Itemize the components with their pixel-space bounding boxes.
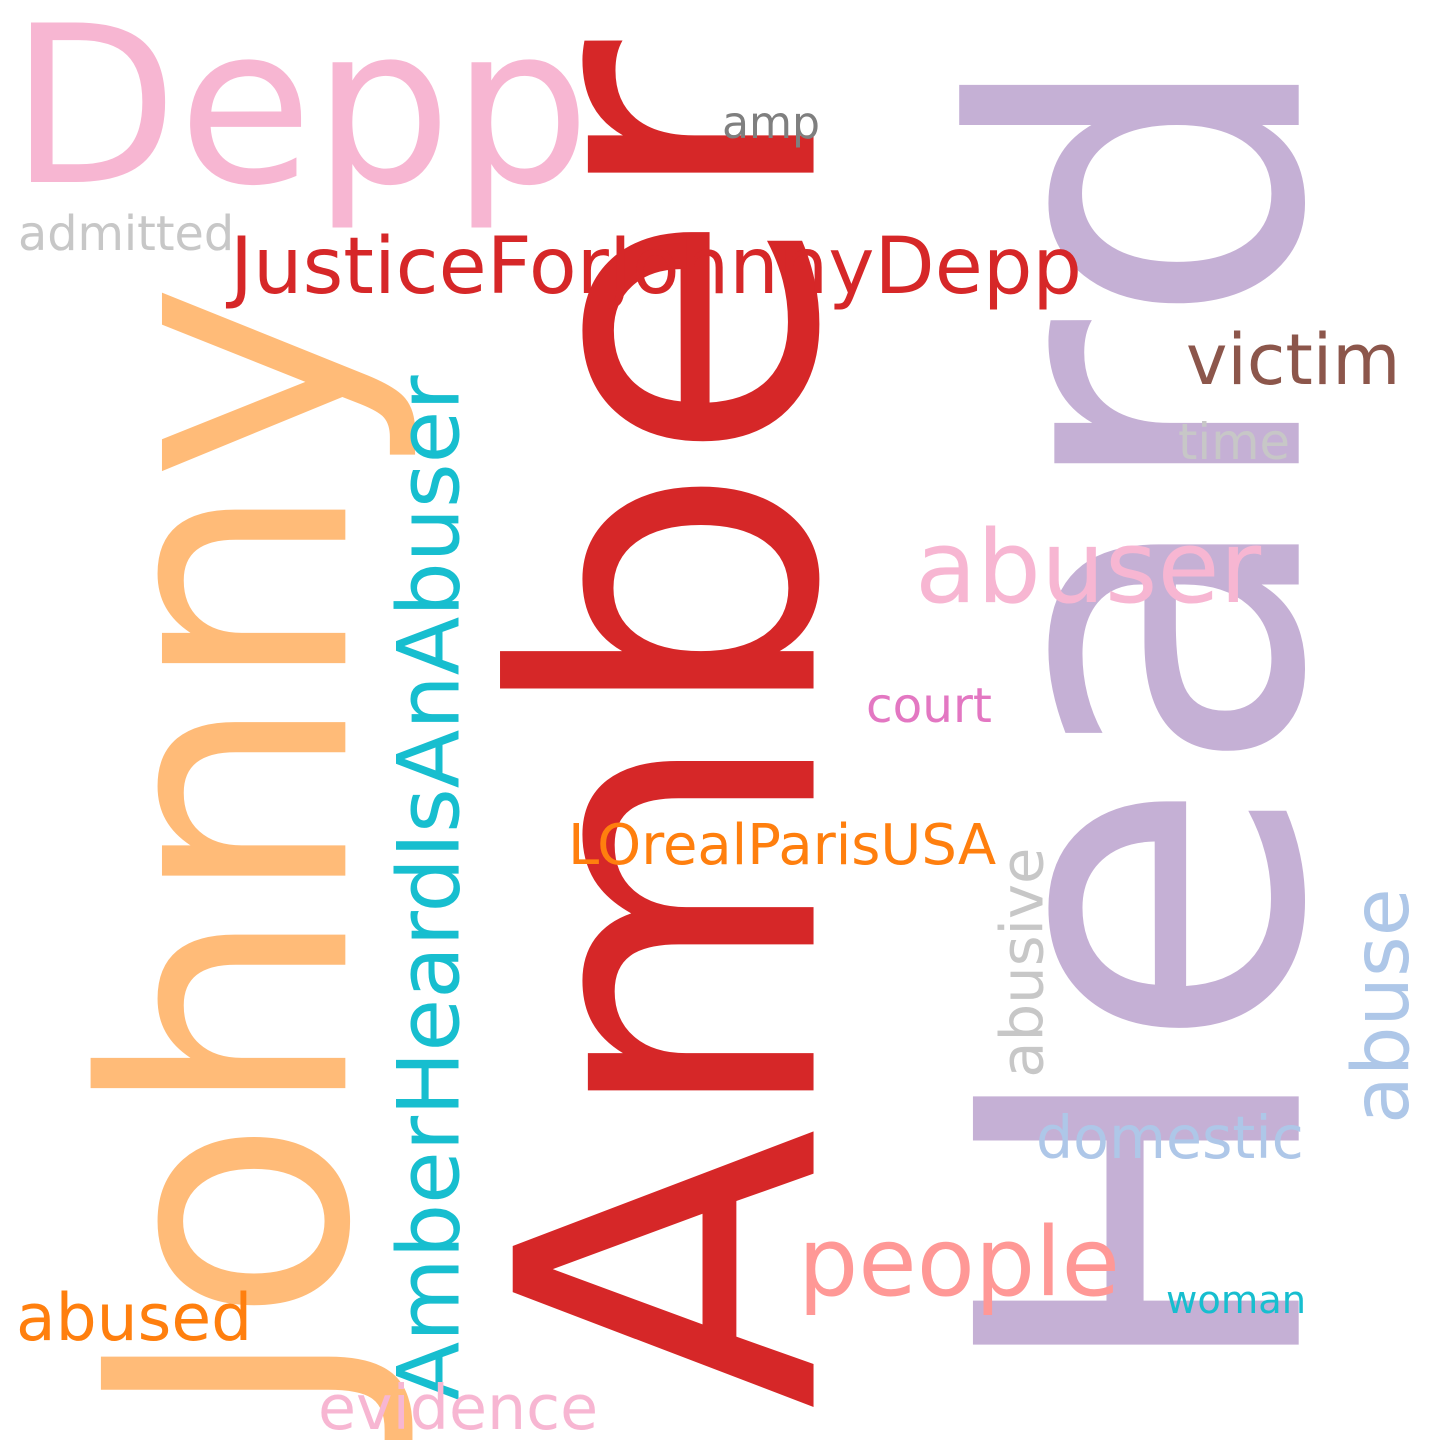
word-people: people bbox=[798, 1208, 1120, 1318]
word-lorealparisusa: LOrealParisUSA bbox=[568, 812, 997, 878]
word-domestic: domestic bbox=[1036, 1104, 1304, 1172]
word-evidence: evidence bbox=[318, 1372, 599, 1440]
word-abuser: abuser bbox=[915, 508, 1262, 626]
word-abusive: abusive bbox=[987, 847, 1057, 1078]
word-johnny: Johnny bbox=[35, 282, 426, 1423]
word-abused: abused bbox=[16, 1281, 253, 1356]
word-time: time bbox=[1178, 413, 1290, 471]
word-amp: amp bbox=[722, 98, 821, 149]
word-woman: woman bbox=[1166, 1278, 1307, 1323]
word-depp: Depp bbox=[9, 0, 591, 234]
word-admitted: admitted bbox=[18, 207, 235, 262]
word-court: court bbox=[866, 678, 992, 734]
word-justicefor-johnnydepp: JusticeForJohnnyDepp bbox=[230, 221, 1083, 312]
word-abuse: abuse bbox=[1335, 888, 1427, 1124]
word-amberheard-is-an-abuser: AmberHeardIsAnAbuser bbox=[379, 374, 480, 1400]
word-victim: victim bbox=[1186, 319, 1401, 401]
